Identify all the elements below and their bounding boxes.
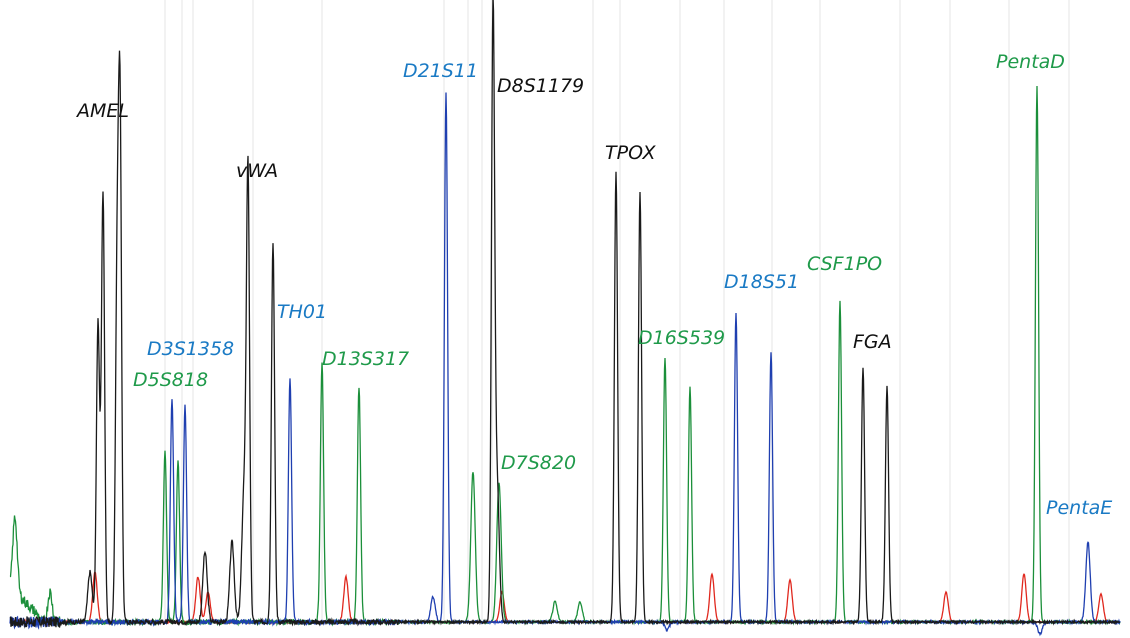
trace-series [9,0,1121,637]
marker-label-csf1po: CSF1PO [807,253,882,275]
marker-label-d8s1179: D8S1179 [497,75,584,97]
black-trace [9,0,1121,629]
marker-label-th01: TH01 [277,301,327,323]
marker-label-d18s51: D18S51 [724,271,799,293]
marker-label-d21s11: D21S11 [403,60,478,82]
marker-label-d16s539: D16S539 [638,327,725,349]
marker-label-pentae: PentaE [1046,497,1112,519]
marker-label-d7s820: D7S820 [501,452,576,474]
marker-labels: AMEL D5S818 D3S1358 vWA TH01 D13S317 D21… [75,51,1112,519]
vertical-gridlines [164,0,1070,622]
marker-label-tpox: TPOX [605,142,657,164]
marker-label-vwa: vWA [236,160,278,182]
marker-label-d13s317: D13S317 [322,348,409,370]
marker-label-d5s818: D5S818 [133,369,208,391]
marker-label-d3s1358: D3S1358 [147,338,234,360]
marker-label-pentad: PentaD [996,51,1065,73]
marker-label-fga: FGA [853,331,892,353]
marker-label-amel: AMEL [75,100,129,122]
